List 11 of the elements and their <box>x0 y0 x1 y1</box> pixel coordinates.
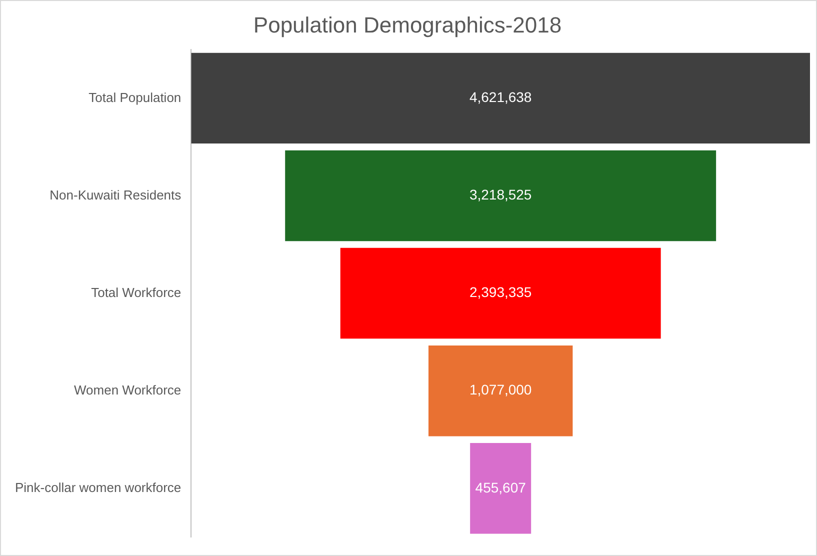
data-label: 2,393,335 <box>469 284 532 300</box>
category-label: Total Population <box>88 90 182 105</box>
data-label: 3,218,525 <box>469 186 532 203</box>
category-label: Non-Kuwaiti Residents <box>50 187 182 202</box>
data-label: 4,621,638 <box>469 89 532 106</box>
category-label: Women Workforce <box>74 382 182 398</box>
text: Population Demographics-2018 <box>253 12 562 38</box>
category-label: Pink-collar women workforce <box>14 480 182 495</box>
data-label: 1,077,000 <box>469 382 532 398</box>
category-label: Total Workforce <box>91 284 182 300</box>
data-label: 455,607 <box>475 479 526 496</box>
